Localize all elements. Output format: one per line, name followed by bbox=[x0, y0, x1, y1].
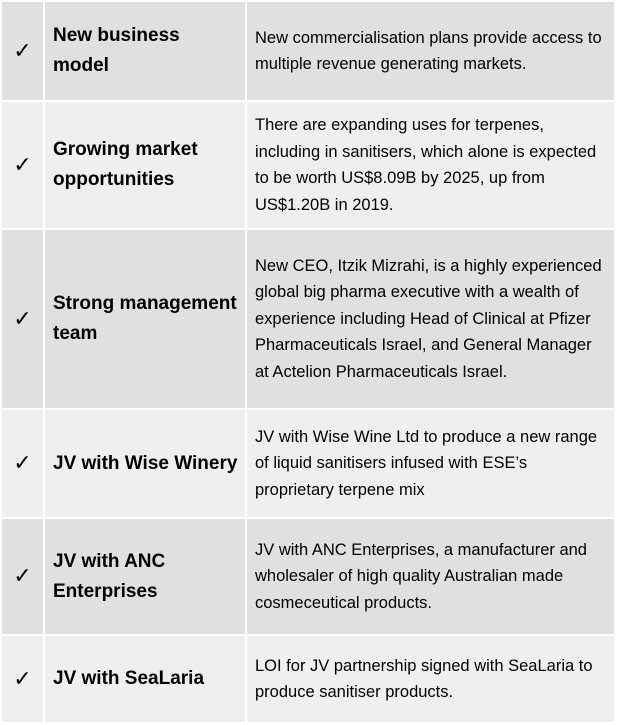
table-row: ✓ JV with SeaLaria LOI for JV partnershi… bbox=[0, 634, 616, 724]
table-row: ✓ Strong management team New CEO, Itzik … bbox=[0, 228, 616, 410]
table-row: ✓ JV with ANC Enterprises JV with ANC En… bbox=[0, 517, 616, 636]
check-icon: ✓ bbox=[0, 228, 45, 410]
row-title: New business model bbox=[43, 0, 247, 102]
check-icon: ✓ bbox=[0, 0, 45, 102]
table-row: ✓ New business model New commercialisati… bbox=[0, 0, 616, 102]
row-description: LOI for JV partnership signed with SeaLa… bbox=[245, 634, 616, 724]
table-row: ✓ JV with Wise Winery JV with Wise Wine … bbox=[0, 408, 616, 519]
row-title: JV with Wise Winery bbox=[43, 408, 247, 519]
row-description: New CEO, Itzik Mizrahi, is a highly expe… bbox=[245, 228, 616, 410]
row-title: JV with ANC Enterprises bbox=[43, 517, 247, 636]
row-description: JV with Wise Wine Ltd to produce a new r… bbox=[245, 408, 616, 519]
row-title: JV with SeaLaria bbox=[43, 634, 247, 724]
row-description: JV with ANC Enterprises, a manufacturer … bbox=[245, 517, 616, 636]
row-title: Strong management team bbox=[43, 228, 247, 410]
check-icon: ✓ bbox=[0, 408, 45, 519]
check-icon: ✓ bbox=[0, 517, 45, 636]
table-row: ✓ Growing market opportunities There are… bbox=[0, 100, 616, 230]
row-description: There are expanding uses for terpenes, i… bbox=[245, 100, 616, 230]
row-description: New commercialisation plans provide acce… bbox=[245, 0, 616, 102]
check-icon: ✓ bbox=[0, 100, 45, 230]
check-icon: ✓ bbox=[0, 634, 45, 724]
row-title: Growing market opportunities bbox=[43, 100, 247, 230]
